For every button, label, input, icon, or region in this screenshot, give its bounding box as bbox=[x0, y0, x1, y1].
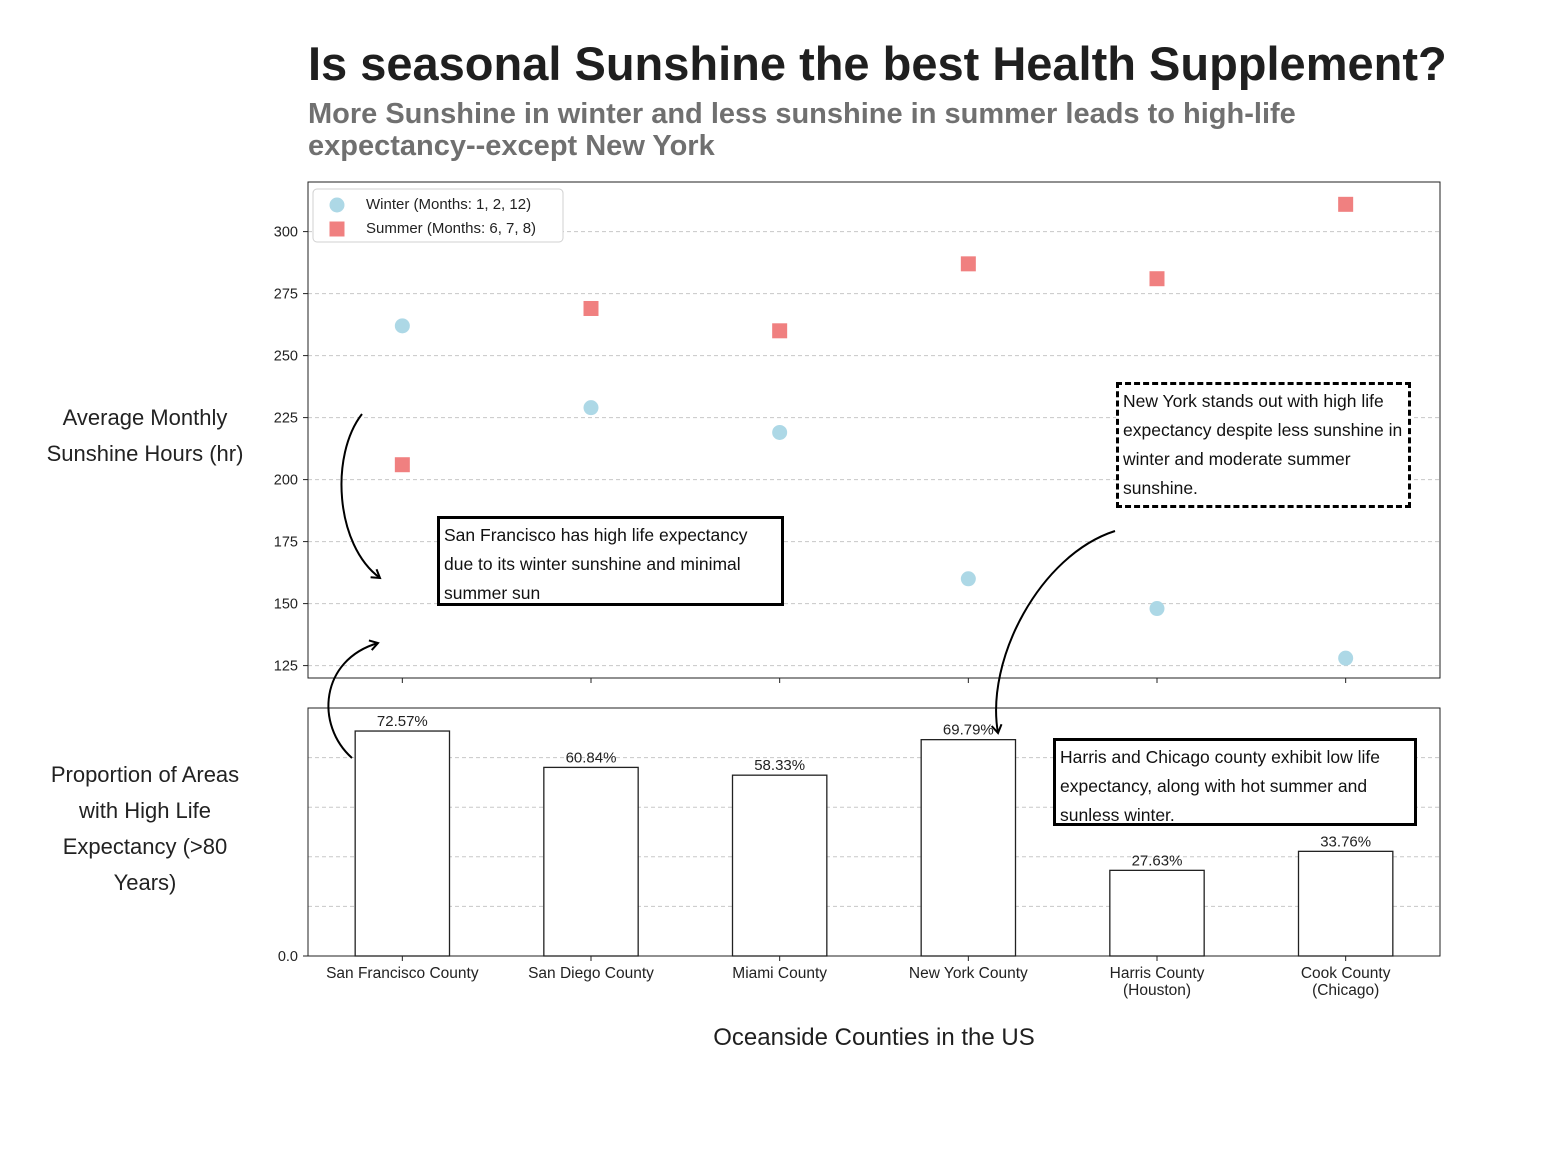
bar-y-tick-label: 0.0 bbox=[278, 949, 298, 965]
x-tick-label: San Diego County bbox=[528, 965, 654, 982]
winter-point bbox=[583, 400, 599, 416]
scatter-plot-frame bbox=[307, 181, 1441, 679]
bar bbox=[1109, 869, 1205, 957]
bar-value-label: 69.79% bbox=[943, 722, 994, 739]
scatter-y-axis-label: Average Monthly Sunshine Hours (hr) bbox=[46, 405, 244, 466]
x-axis-label: Oceanside Counties in the US bbox=[713, 1024, 1035, 1051]
x-tick-label: Harris County bbox=[1110, 965, 1205, 982]
summer-point bbox=[772, 323, 788, 339]
annotation-harris-chicago: Harris and Chicago county exhibit low li… bbox=[1053, 738, 1417, 826]
summer-point bbox=[1338, 196, 1354, 212]
scatter-y-tick-label: 150 bbox=[274, 597, 298, 613]
winter-point bbox=[960, 571, 976, 587]
bar-plot-frame bbox=[307, 707, 1441, 957]
bar-value-label: 60.84% bbox=[566, 749, 617, 766]
bar bbox=[1297, 850, 1394, 957]
bar-y-axis-label: Proportion of Areas with High Life Expec… bbox=[50, 762, 240, 895]
scatter-y-tick-label: 300 bbox=[274, 225, 298, 241]
winter-point bbox=[1338, 650, 1354, 666]
bar bbox=[920, 739, 1017, 957]
scatter-y-tick-label: 250 bbox=[274, 349, 298, 365]
x-tick-label: San Francisco County bbox=[326, 965, 479, 982]
bar-value-label: 27.63% bbox=[1132, 852, 1183, 869]
x-tick-label: (Chicago) bbox=[1312, 982, 1379, 999]
bar bbox=[543, 766, 639, 957]
summer-point bbox=[960, 256, 976, 272]
scatter-y-tick-label: 125 bbox=[274, 659, 298, 675]
bar bbox=[354, 730, 451, 957]
winter-point bbox=[772, 424, 788, 440]
chart-title: Is seasonal Sunshine the best Health Sup… bbox=[308, 37, 1447, 90]
winter-point bbox=[1149, 601, 1165, 617]
legend-winter-marker bbox=[329, 197, 345, 213]
legend-summer-marker bbox=[329, 221, 345, 237]
summer-point bbox=[1149, 271, 1165, 287]
arrow-ny bbox=[990, 530, 1116, 735]
legend-summer-label: Summer (Months: 6, 7, 8) bbox=[366, 220, 536, 237]
chart-subtitle: More Sunshine in winter and less sunshin… bbox=[308, 98, 1296, 162]
scatter-y-tick-label: 225 bbox=[274, 411, 298, 427]
x-tick-label: (Houston) bbox=[1123, 982, 1191, 999]
bar bbox=[731, 774, 828, 957]
arrow-sf-scatter bbox=[340, 413, 382, 580]
x-tick-label: Cook County bbox=[1301, 965, 1391, 982]
annotation-new-york: New York stands out with high life expec… bbox=[1116, 382, 1411, 508]
x-tick-label: Miami County bbox=[732, 965, 827, 982]
annotation-san-francisco: San Francisco has high life expectancy d… bbox=[437, 516, 784, 606]
bar-value-label: 72.57% bbox=[377, 713, 428, 730]
bar-value-label: 58.33% bbox=[754, 757, 805, 774]
winter-point bbox=[394, 318, 410, 334]
arrow-sf-bar bbox=[327, 639, 380, 759]
scatter-y-tick-label: 175 bbox=[274, 535, 298, 551]
summer-point bbox=[394, 457, 410, 473]
scatter-y-tick-label: 200 bbox=[274, 473, 298, 489]
summer-point bbox=[583, 300, 599, 316]
scatter-y-tick-label: 275 bbox=[274, 287, 298, 303]
x-tick-label: New York County bbox=[909, 965, 1028, 982]
legend-box bbox=[312, 188, 564, 243]
legend-winter-label: Winter (Months: 1, 2, 12) bbox=[366, 196, 531, 213]
bar-value-label: 33.76% bbox=[1320, 833, 1371, 850]
